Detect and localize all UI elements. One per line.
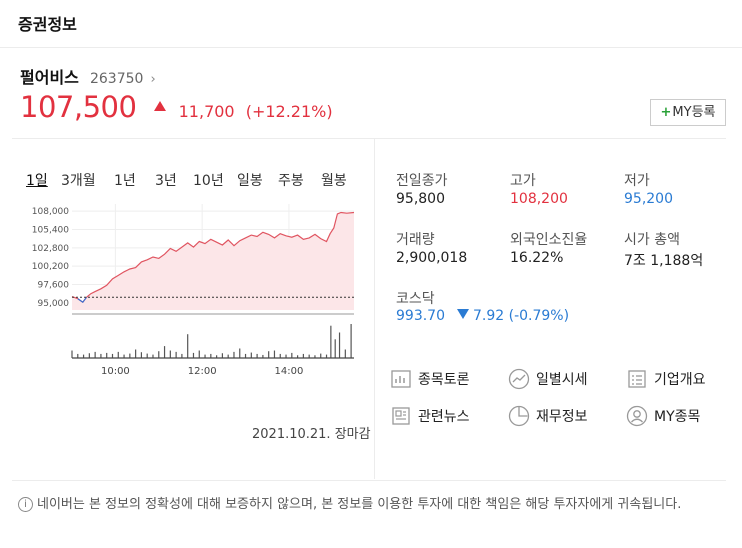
info-value: 95,800	[396, 191, 445, 207]
info-value: 2,900,018	[396, 250, 468, 266]
info-kosdaq[interactable]: 코스닥 993.70 7.92 (-0.79%)	[396, 288, 616, 324]
tab-weekly[interactable]: 주봉	[278, 173, 304, 189]
header: 증권정보	[0, 0, 742, 48]
disclaimer: i 네이버는 본 정보의 정확성에 대해 보증하지 않으며, 본 정보를 이용한 …	[18, 495, 726, 515]
y-tick-label: 100,200	[32, 262, 69, 272]
link-my-stocks[interactable]: MY종목	[626, 405, 700, 431]
chart-date-label: 2021.10.21. 장마감	[252, 427, 371, 442]
kosdaq-value: 993.70	[396, 308, 445, 324]
tab-1day[interactable]: 1일	[26, 173, 48, 189]
info-label: 외국인소진율	[510, 232, 588, 248]
divider-vertical	[374, 139, 375, 479]
kosdaq-change: 7.92 (-0.79%)	[473, 308, 570, 324]
price-change: 11,700	[178, 102, 235, 121]
link-label: 재무정보	[536, 409, 588, 425]
plus-icon: +	[660, 105, 672, 120]
user-icon	[626, 405, 648, 427]
page-title: 증권정보	[18, 15, 77, 34]
info-foreign-ratio: 외국인소진율 16.22%	[510, 229, 630, 270]
tab-daily[interactable]: 일봉	[237, 173, 263, 189]
down-arrow-icon	[457, 309, 469, 319]
pie-icon	[508, 405, 530, 427]
info-low: 저가 95,200	[624, 170, 742, 211]
info-value: 108,200	[510, 191, 568, 207]
stock-code[interactable]: 263750	[89, 71, 144, 87]
info-prev-close: 전일종가 95,800	[396, 170, 516, 211]
chevron-right-icon[interactable]: ›	[150, 72, 156, 87]
info-value: 7조 1,188억	[624, 253, 704, 269]
info-market-cap: 시가 총액 7조 1,188억	[624, 229, 742, 270]
info-value: 95,200	[624, 191, 673, 207]
info-value: 16.22%	[510, 250, 564, 266]
my-register-label: MY등록	[672, 105, 716, 120]
link-label: 관련뉴스	[418, 409, 470, 425]
y-tick-label: 95,000	[38, 299, 70, 309]
y-tick-label: 102,800	[32, 244, 69, 254]
price-row: 107,500 11,700 (+12.21%)	[20, 90, 333, 126]
intraday-price-chart[interactable]: 108,000 105,400 102,800 100,200 97,600 95,000…	[22, 200, 362, 385]
info-label: 전일종가	[396, 173, 448, 189]
price-change-percent: (+12.21%)	[245, 102, 333, 121]
y-tick-label: 105,400	[32, 225, 69, 235]
info-label: 고가	[510, 173, 536, 189]
link-label: 종목토론	[418, 372, 470, 388]
up-arrow-icon	[153, 101, 166, 111]
link-company-overview[interactable]: 기업개요	[626, 368, 706, 394]
info-label: 시가 총액	[624, 232, 680, 248]
tab-1year[interactable]: 1년	[114, 173, 136, 189]
price-line	[71, 211, 355, 304]
chart-board-icon	[391, 370, 411, 388]
x-tick-label: 10:00	[101, 366, 130, 377]
link-financials[interactable]: 재무정보	[508, 405, 588, 431]
divider	[12, 480, 726, 481]
info-label: 저가	[624, 173, 650, 189]
link-discussion[interactable]: 종목토론	[390, 368, 470, 394]
info-volume: 거래량 2,900,018	[396, 229, 516, 270]
link-label: 일별시세	[536, 372, 588, 388]
kosdaq-label[interactable]: 코스닥	[396, 291, 435, 307]
info-high: 고가 108,200	[510, 170, 630, 211]
my-register-button[interactable]: +MY등록	[650, 99, 726, 126]
x-tick-label: 12:00	[188, 366, 217, 377]
tab-10year[interactable]: 10년	[193, 173, 224, 189]
news-icon	[392, 407, 410, 425]
stock-name-row[interactable]: 펄어비스 263750 ›	[20, 64, 156, 87]
y-tick-label: 97,600	[38, 281, 70, 291]
trend-icon	[508, 368, 530, 390]
tab-3month[interactable]: 3개월	[61, 173, 96, 189]
price-area	[72, 212, 354, 310]
price-line-below	[77, 296, 87, 304]
link-label: MY종목	[654, 409, 701, 425]
stock-name[interactable]: 펄어비스	[20, 68, 79, 87]
list-doc-icon	[628, 370, 646, 388]
link-daily-price[interactable]: 일별시세	[508, 368, 588, 394]
divider	[12, 138, 726, 139]
current-price: 107,500	[20, 90, 137, 124]
tab-monthly[interactable]: 월봉	[321, 173, 347, 189]
tab-3year[interactable]: 3년	[155, 173, 177, 189]
info-label: 거래량	[396, 232, 435, 248]
disclaimer-text: 네이버는 본 정보의 정확성에 대해 보증하지 않으며, 본 정보를 이용한 투…	[37, 497, 682, 512]
link-news[interactable]: 관련뉴스	[390, 405, 470, 431]
x-tick-label: 14:00	[275, 366, 304, 377]
kosdaq-index: 993.70 7.92 (-0.79%)	[396, 308, 616, 324]
info-icon: i	[18, 497, 33, 512]
link-label: 기업개요	[654, 372, 706, 388]
y-tick-label: 108,000	[32, 207, 69, 217]
